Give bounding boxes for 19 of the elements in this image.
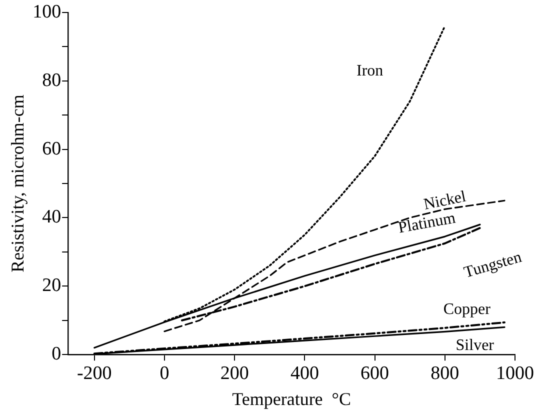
x-tick-label: 800 — [430, 362, 460, 384]
x-tick-label: -200 — [76, 362, 112, 384]
text: Tungsten — [462, 248, 524, 282]
x-tick-label: 200 — [220, 362, 249, 384]
y-tick-label: 40 — [42, 206, 62, 228]
y-tick-label: 0 — [52, 344, 62, 365]
y-tick-label: 60 — [42, 138, 62, 160]
y-tick-label: 20 — [42, 275, 62, 296]
y-tick-label: 100 — [32, 1, 62, 22]
series-label: Silver — [456, 336, 495, 354]
x-axis-title: Temperature °C — [232, 388, 351, 409]
x-tick-label: 1000 — [496, 362, 534, 384]
y-axis-title: Resistivity, microhm-cm — [8, 94, 28, 272]
x-tick-label: 600 — [360, 362, 390, 384]
text: Iron — [356, 62, 384, 80]
x-tick-label: 400 — [290, 362, 319, 384]
series-label: Copper — [443, 301, 492, 318]
y-tick-label: 80 — [42, 70, 62, 91]
x-tick-label: 0 — [160, 362, 170, 384]
